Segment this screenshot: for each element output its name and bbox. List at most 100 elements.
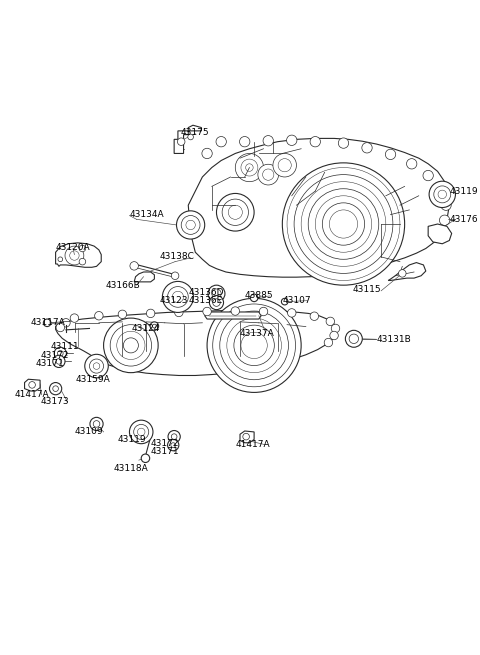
Circle shape [436,185,446,195]
Circle shape [346,330,362,347]
Circle shape [331,324,340,333]
Circle shape [240,136,250,147]
Circle shape [53,386,59,392]
Polygon shape [204,312,261,319]
Circle shape [53,355,65,367]
Text: 43134A: 43134A [130,210,164,219]
Circle shape [246,164,253,172]
Circle shape [398,270,406,277]
Circle shape [49,383,62,395]
Circle shape [440,215,450,225]
Circle shape [423,170,433,181]
Circle shape [241,332,267,358]
Circle shape [282,163,405,285]
Circle shape [90,417,103,430]
Circle shape [130,261,138,270]
Text: 43136E: 43136E [188,296,223,305]
Circle shape [93,421,100,427]
Circle shape [89,359,104,373]
Circle shape [438,190,446,198]
Circle shape [123,338,138,353]
Circle shape [134,424,149,440]
Text: 43111: 43111 [50,342,79,351]
Circle shape [310,312,319,320]
Text: 43175: 43175 [181,128,210,137]
Circle shape [171,443,176,447]
Circle shape [308,189,379,259]
Circle shape [104,318,158,373]
Circle shape [54,347,66,360]
Circle shape [171,434,177,440]
Circle shape [172,291,183,303]
Circle shape [222,199,249,225]
Circle shape [209,295,224,310]
Circle shape [294,175,393,273]
Circle shape [188,134,193,140]
Circle shape [93,363,100,369]
Circle shape [212,289,221,298]
Circle shape [362,143,372,153]
Circle shape [259,307,268,316]
Circle shape [168,287,188,307]
Text: 43123: 43123 [160,296,189,305]
Circle shape [65,246,84,265]
Circle shape [203,307,211,316]
Circle shape [79,258,86,265]
Circle shape [315,196,372,252]
Circle shape [329,210,358,238]
Circle shape [287,168,400,280]
Polygon shape [56,243,101,267]
Circle shape [235,153,264,181]
Text: 43109: 43109 [74,428,103,436]
Circle shape [407,159,417,169]
Text: 43172: 43172 [40,351,69,360]
Circle shape [117,331,145,360]
Circle shape [258,164,278,185]
Text: 43124: 43124 [132,324,160,333]
Circle shape [202,148,212,159]
Circle shape [287,135,297,145]
Circle shape [43,319,51,327]
Text: 43172: 43172 [151,440,179,448]
Circle shape [137,428,145,436]
Circle shape [29,382,36,388]
Polygon shape [240,431,254,443]
Text: 43173: 43173 [40,398,69,406]
Circle shape [323,203,365,245]
Circle shape [234,325,275,365]
Polygon shape [428,224,452,244]
Text: 41417A: 41417A [235,440,270,449]
Circle shape [153,324,156,328]
Text: 43137A: 43137A [240,329,275,337]
Text: 43166B: 43166B [106,280,141,290]
Circle shape [330,331,338,340]
Text: 43118A: 43118A [113,464,148,473]
Text: 43136D: 43136D [188,288,224,297]
Circle shape [178,138,185,145]
Circle shape [278,159,291,172]
Circle shape [56,324,64,331]
Circle shape [273,153,297,177]
Circle shape [56,358,62,364]
Circle shape [207,298,301,392]
Text: 43885: 43885 [245,291,273,301]
Text: 43171: 43171 [151,447,179,456]
Circle shape [324,339,333,346]
Circle shape [429,181,456,208]
Circle shape [213,304,296,386]
Text: 43171: 43171 [36,359,64,367]
Text: 43138C: 43138C [160,252,195,261]
Text: 43176: 43176 [449,215,478,224]
Circle shape [175,309,183,316]
Circle shape [186,220,195,230]
Text: 43117A: 43117A [31,318,65,328]
Text: 43131B: 43131B [376,335,411,344]
Circle shape [208,285,225,302]
Circle shape [251,294,258,302]
Text: 43119: 43119 [449,187,478,196]
Circle shape [349,334,359,343]
Polygon shape [24,379,40,391]
Circle shape [70,314,79,322]
Circle shape [216,193,254,231]
Circle shape [231,307,240,315]
